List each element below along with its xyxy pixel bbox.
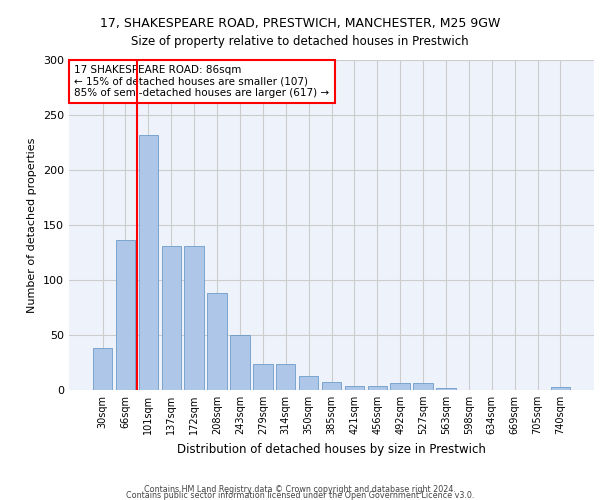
Bar xyxy=(551,386,570,390)
X-axis label: Distribution of detached houses by size in Prestwich: Distribution of detached houses by size … xyxy=(177,442,486,456)
Bar xyxy=(299,376,319,390)
Bar xyxy=(344,386,364,390)
Bar xyxy=(368,386,387,390)
Bar xyxy=(436,388,455,390)
Bar xyxy=(276,364,295,390)
Text: Contains public sector information licensed under the Open Government Licence v3: Contains public sector information licen… xyxy=(126,491,474,500)
Bar xyxy=(208,293,227,390)
Text: Contains HM Land Registry data © Crown copyright and database right 2024.: Contains HM Land Registry data © Crown c… xyxy=(144,484,456,494)
Text: Size of property relative to detached houses in Prestwich: Size of property relative to detached ho… xyxy=(131,35,469,48)
Bar xyxy=(253,364,272,390)
Text: 17 SHAKESPEARE ROAD: 86sqm
← 15% of detached houses are smaller (107)
85% of sem: 17 SHAKESPEARE ROAD: 86sqm ← 15% of deta… xyxy=(74,65,329,98)
Bar xyxy=(322,382,341,390)
Bar xyxy=(413,384,433,390)
Bar xyxy=(161,246,181,390)
Bar xyxy=(230,335,250,390)
Text: 17, SHAKESPEARE ROAD, PRESTWICH, MANCHESTER, M25 9GW: 17, SHAKESPEARE ROAD, PRESTWICH, MANCHES… xyxy=(100,18,500,30)
Bar xyxy=(116,240,135,390)
Y-axis label: Number of detached properties: Number of detached properties xyxy=(28,138,37,312)
Bar xyxy=(139,135,158,390)
Bar xyxy=(391,384,410,390)
Bar xyxy=(93,348,112,390)
Bar xyxy=(184,246,204,390)
